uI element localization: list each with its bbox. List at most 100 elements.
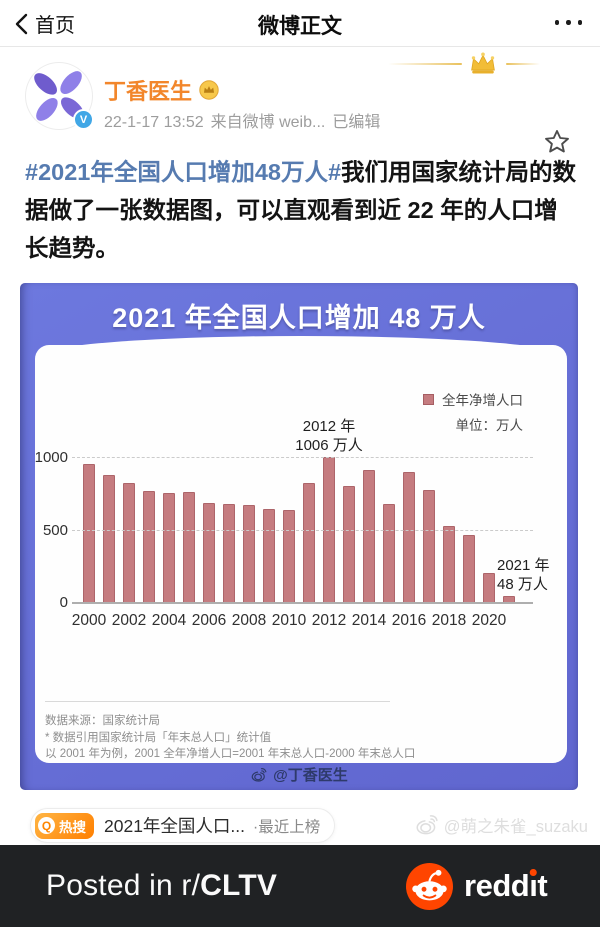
bar-slot — [299, 458, 319, 603]
hot-search-status: ·最近上榜 — [253, 818, 321, 836]
bar-slot — [179, 458, 199, 603]
bar-slot: 2018 — [432, 458, 466, 629]
source-note: 数据来源：国家统计局 — [45, 715, 160, 727]
bar-slot — [99, 458, 119, 603]
author-row: 丁香医生 — [104, 74, 220, 106]
post-time: 22-1-17 13:52 — [104, 114, 204, 131]
bar-2006 — [203, 502, 215, 603]
chart-watermark: @丁香医生 — [20, 764, 578, 785]
posted-text: Posted in r/CLTV — [46, 869, 277, 903]
page-watermark-text: @萌之朱雀_suzaku — [443, 818, 588, 836]
bar-2008 — [243, 505, 255, 603]
hot-search-pill[interactable]: Q 热搜 2021年全国人口... ·最近上榜 — [30, 808, 336, 843]
more-menu-button[interactable] — [554, 20, 582, 25]
avatar[interactable]: V — [26, 63, 94, 130]
x-tick-label: 2004 — [151, 612, 187, 629]
gold-line — [506, 63, 540, 65]
bar-slot: 2002 — [112, 458, 146, 629]
bar-slot — [379, 458, 399, 603]
bar-slot — [139, 458, 159, 603]
star-icon — [545, 130, 569, 153]
unit-label: 单位：万人 — [455, 418, 524, 433]
posted-prefix: Posted in r/ — [46, 869, 201, 902]
hot-search-badge: Q 热搜 — [35, 812, 94, 839]
nav-bar: 首页 微博正文 — [0, 0, 600, 47]
footnote: * 数据引用国家统计局「年末总人口」统计值 — [45, 731, 272, 744]
hot-search-text: 2021年全国人口... — [104, 816, 246, 836]
chart-title: 2021 年全国人口增加 48 万人 — [112, 303, 486, 333]
bar-slot — [339, 458, 359, 603]
bar-2013 — [343, 486, 355, 603]
y-tick-label: 1000 — [34, 449, 68, 466]
bar-slot — [419, 458, 439, 603]
verified-badge: V — [73, 109, 94, 130]
vip-crown-decoration — [388, 52, 546, 82]
page-title: 微博正文 — [258, 15, 342, 38]
chart-legend: 全年净增人口 — [423, 389, 523, 409]
bar-2021 — [503, 596, 515, 603]
crown-icon — [471, 52, 495, 74]
chart-image[interactable]: 2021 年全国人口增加 48 万人 全年净增人口 单位：万人 2000 2002… — [20, 283, 578, 790]
bar-slot — [459, 458, 479, 603]
gridline — [72, 457, 533, 458]
bar-slot: 2021 年 48 万人 — [497, 458, 550, 603]
bar-2019 — [463, 535, 475, 603]
bar-2010 — [283, 510, 295, 603]
bar-2018 — [443, 526, 455, 603]
chart-card: 全年净增人口 单位：万人 2000 2002 2004 2006 2008 2010 201… — [34, 336, 567, 763]
bar-2011 — [303, 483, 315, 603]
hot-badge-label: 热搜 — [59, 819, 86, 835]
subreddit-name: CLTV — [200, 869, 278, 902]
x-tick-label: 2002 — [111, 612, 147, 629]
more-icon — [554, 20, 559, 25]
x-tick-label: 2000 — [71, 612, 107, 629]
bar-2001 — [103, 474, 115, 603]
post-text: 我们用国家统计局的数据做了一张数据图，可以直观看到近 22 年的人口增长趋势。 — [25, 159, 577, 261]
footnote: 以 2001 年为例，2001 全年净增人口=2001 年末总人口-2000 年… — [45, 748, 416, 760]
bar-slot: 2016 — [392, 458, 426, 629]
reddit-i-dot — [530, 869, 537, 876]
hashtag-link[interactable]: #2021年全国人口增加48万人# — [25, 159, 342, 185]
bar-2014 — [363, 469, 375, 603]
bar-2015 — [383, 504, 395, 603]
gold-line — [388, 63, 462, 65]
more-icon — [577, 20, 582, 25]
bar-slot — [259, 458, 279, 603]
search-icon: Q — [38, 817, 55, 834]
edited-badge: 已编辑 — [332, 114, 381, 131]
bar-2000 — [83, 464, 95, 603]
legend-label: 全年净增人口 — [442, 393, 523, 408]
bar-slot: 2010 — [272, 458, 306, 629]
post-meta: 22-1-17 13:52 来自微博 weib... 已编辑 — [104, 108, 387, 132]
bar-slot: 2008 — [232, 458, 266, 629]
y-tick-label: 500 — [42, 521, 68, 539]
post-source[interactable]: 来自微博 weib... — [210, 114, 326, 131]
bar-2005 — [183, 491, 195, 603]
reddit-wordmark: reddı t — [464, 868, 548, 903]
x-tick-label: 2014 — [351, 612, 387, 629]
bar-slot: 2004 — [152, 458, 186, 629]
chart-footnotes: 数据来源：国家统计局 * 数据引用国家统计局「年末总人口」统计值 以 2001 … — [45, 713, 415, 763]
x-axis-line — [72, 602, 533, 604]
back-label: 首页 — [35, 15, 75, 37]
x-tick-label: 2006 — [191, 612, 227, 629]
chart-watermark-text: @丁香医生 — [273, 767, 348, 784]
gridline — [72, 529, 533, 531]
bar-2020 — [483, 573, 495, 603]
favorite-star-button[interactable] — [542, 127, 572, 162]
bar-annotation: 2012 年 1006 万人 — [295, 418, 363, 454]
x-tick-label: 2016 — [391, 612, 427, 629]
bar-slot: 2006 — [192, 458, 226, 629]
back-button[interactable]: 首页 — [12, 9, 75, 38]
more-icon — [566, 20, 571, 25]
chevron-left-icon — [15, 13, 28, 34]
bar-slot: 2014 — [352, 458, 386, 629]
reddit-banner: Posted in r/CLTV reddı t — [0, 845, 600, 927]
x-tick-label: 2020 — [471, 612, 507, 629]
bar-2017 — [423, 490, 435, 603]
post-body: #2021年全国人口增加48万人#我们用国家统计局的数据做了一张数据图，可以直观… — [25, 153, 578, 267]
bar-2003 — [143, 490, 155, 603]
x-tick-label: 2018 — [431, 612, 467, 629]
reddit-brand: reddı t — [406, 862, 548, 910]
author-name[interactable]: 丁香医生 — [104, 79, 193, 104]
